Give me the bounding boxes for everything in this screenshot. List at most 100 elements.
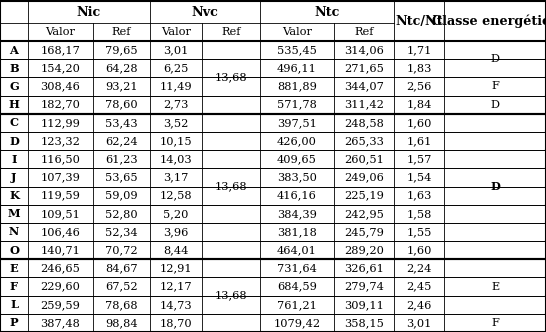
Text: 98,84: 98,84 <box>105 318 138 328</box>
Text: F: F <box>491 81 499 92</box>
Text: O: O <box>9 245 19 256</box>
Text: Nic: Nic <box>77 6 101 19</box>
Text: 265,33: 265,33 <box>344 136 384 146</box>
Text: 245,79: 245,79 <box>344 227 384 237</box>
Text: 2,46: 2,46 <box>406 300 432 310</box>
Text: 79,65: 79,65 <box>105 45 138 55</box>
Text: J: J <box>11 172 17 183</box>
Text: 1,61: 1,61 <box>406 136 432 146</box>
Text: 52,34: 52,34 <box>105 227 138 237</box>
Text: 761,21: 761,21 <box>277 300 317 310</box>
Text: 358,15: 358,15 <box>344 318 384 328</box>
Text: 381,18: 381,18 <box>277 227 317 237</box>
Text: 119,59: 119,59 <box>40 191 80 201</box>
Text: 383,50: 383,50 <box>277 172 317 182</box>
Text: 344,07: 344,07 <box>344 81 384 92</box>
Text: 12,58: 12,58 <box>159 191 192 201</box>
Text: 1079,42: 1079,42 <box>274 318 321 328</box>
Text: 93,21: 93,21 <box>105 81 138 92</box>
Text: 881,89: 881,89 <box>277 81 317 92</box>
Text: 2,73: 2,73 <box>163 100 189 110</box>
Text: 62,24: 62,24 <box>105 136 138 146</box>
Text: 53,65: 53,65 <box>105 172 138 182</box>
Text: 248,58: 248,58 <box>344 118 384 128</box>
Text: C: C <box>9 117 19 128</box>
Text: 84,67: 84,67 <box>105 263 138 273</box>
Text: 409,65: 409,65 <box>277 154 317 164</box>
Text: 397,51: 397,51 <box>277 118 317 128</box>
Text: K: K <box>9 190 19 201</box>
Text: 279,74: 279,74 <box>344 282 384 291</box>
Text: 1,84: 1,84 <box>406 100 432 110</box>
Text: Classe energética: Classe energética <box>432 14 546 28</box>
Text: 1,57: 1,57 <box>406 154 432 164</box>
Text: Ntc: Ntc <box>314 6 340 19</box>
Text: 106,46: 106,46 <box>40 227 80 237</box>
Text: 112,99: 112,99 <box>40 118 80 128</box>
Text: Nvc: Nvc <box>192 6 218 19</box>
Text: 535,45: 535,45 <box>277 45 317 55</box>
Text: 289,20: 289,20 <box>344 245 384 255</box>
Text: 3,96: 3,96 <box>163 227 189 237</box>
Text: D: D <box>9 135 19 146</box>
Text: 67,52: 67,52 <box>105 282 138 291</box>
Text: 496,11: 496,11 <box>277 63 317 73</box>
Text: 13,68: 13,68 <box>215 182 247 192</box>
Text: 684,59: 684,59 <box>277 282 317 291</box>
Text: 2,45: 2,45 <box>406 282 432 291</box>
Text: 12,17: 12,17 <box>159 282 192 291</box>
Text: N: N <box>9 226 19 237</box>
Text: 5,20: 5,20 <box>163 209 189 219</box>
Text: 140,71: 140,71 <box>40 245 80 255</box>
Text: 3,52: 3,52 <box>163 118 189 128</box>
Text: 249,06: 249,06 <box>344 172 384 182</box>
Text: 64,28: 64,28 <box>105 63 138 73</box>
Text: Ref: Ref <box>354 27 374 37</box>
Text: 426,00: 426,00 <box>277 136 317 146</box>
Text: 3,17: 3,17 <box>163 172 189 182</box>
Text: Ref: Ref <box>221 27 241 37</box>
Text: 13,68: 13,68 <box>215 72 247 82</box>
Text: 384,39: 384,39 <box>277 209 317 219</box>
Text: 70,72: 70,72 <box>105 245 138 255</box>
Text: 8,44: 8,44 <box>163 245 189 255</box>
Text: 154,20: 154,20 <box>40 63 80 73</box>
Text: 326,61: 326,61 <box>344 263 384 273</box>
Text: 271,65: 271,65 <box>344 63 384 73</box>
Text: 52,80: 52,80 <box>105 209 138 219</box>
Text: 1,71: 1,71 <box>406 45 432 55</box>
Text: Ref: Ref <box>112 27 131 37</box>
Text: Valor: Valor <box>282 27 312 37</box>
Text: 18,70: 18,70 <box>159 318 192 328</box>
Text: 308,46: 308,46 <box>40 81 80 92</box>
Text: P: P <box>10 317 19 328</box>
Text: 10,15: 10,15 <box>159 136 192 146</box>
Text: 2,56: 2,56 <box>406 81 432 92</box>
Text: A: A <box>10 44 19 55</box>
Text: 225,19: 225,19 <box>344 191 384 201</box>
Text: 168,17: 168,17 <box>40 45 80 55</box>
Text: 14,03: 14,03 <box>159 154 192 164</box>
Text: 59,09: 59,09 <box>105 191 138 201</box>
Text: E: E <box>10 263 19 274</box>
Text: 6,25: 6,25 <box>163 63 189 73</box>
Text: L: L <box>10 299 18 310</box>
Text: 3,01: 3,01 <box>406 318 432 328</box>
Text: 13,68: 13,68 <box>215 290 247 300</box>
Text: 1,60: 1,60 <box>406 245 432 255</box>
Text: Valor: Valor <box>161 27 191 37</box>
Text: 14,73: 14,73 <box>159 300 192 310</box>
Text: G: G <box>9 81 19 92</box>
Text: 260,51: 260,51 <box>344 154 384 164</box>
Text: 78,60: 78,60 <box>105 100 138 110</box>
Text: 11,49: 11,49 <box>159 81 192 92</box>
Text: 107,39: 107,39 <box>40 172 80 182</box>
Text: I: I <box>11 154 17 165</box>
Text: D: D <box>490 181 500 192</box>
Text: 571,78: 571,78 <box>277 100 317 110</box>
Text: 309,11: 309,11 <box>344 300 384 310</box>
Text: 259,59: 259,59 <box>40 300 80 310</box>
Text: 314,06: 314,06 <box>344 45 384 55</box>
Text: 12,91: 12,91 <box>159 263 192 273</box>
Text: F: F <box>10 281 18 292</box>
